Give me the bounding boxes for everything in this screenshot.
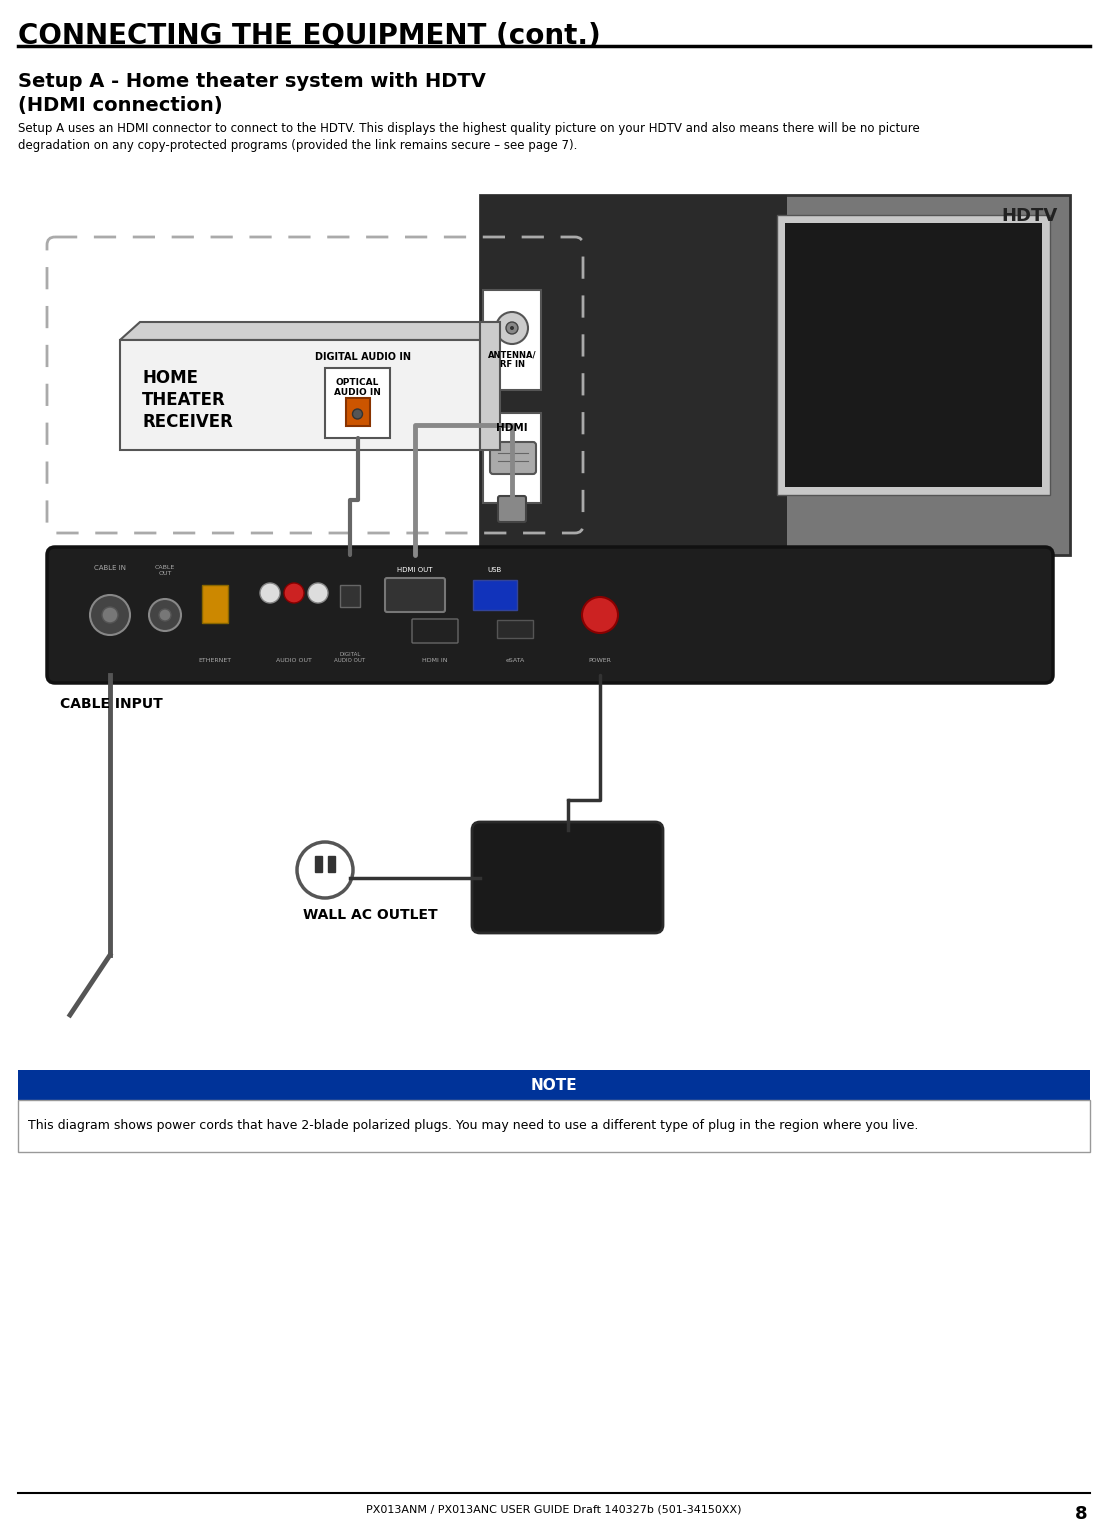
Bar — [480, 195, 787, 556]
Circle shape — [582, 597, 618, 633]
FancyBboxPatch shape — [46, 546, 1053, 683]
Bar — [328, 855, 335, 872]
Circle shape — [297, 842, 353, 898]
Text: This diagram shows power cords that have 2-blade polarized plugs. You may need t: This diagram shows power cords that have… — [28, 1120, 919, 1132]
FancyBboxPatch shape — [472, 822, 663, 933]
Text: CABLE IN: CABLE IN — [94, 565, 126, 571]
Circle shape — [260, 583, 280, 603]
Text: DIGITAL
AUDIO OUT: DIGITAL AUDIO OUT — [334, 653, 365, 664]
Text: CABLE
OUT: CABLE OUT — [155, 565, 175, 575]
Bar — [18, 1070, 1090, 1100]
FancyBboxPatch shape — [498, 496, 526, 522]
Circle shape — [284, 583, 304, 603]
Bar — [497, 619, 532, 638]
Text: POWER: POWER — [589, 658, 611, 664]
Bar — [785, 224, 1042, 487]
Circle shape — [159, 609, 170, 621]
Text: OPTICAL
AUDIO IN: OPTICAL AUDIO IN — [334, 377, 381, 397]
Text: ANTENNA/
RF IN: ANTENNA/ RF IN — [488, 350, 536, 370]
Text: Setup A uses an HDMI connector to connect to the HDTV. This displays the highest: Setup A uses an HDMI connector to connec… — [18, 122, 920, 152]
Circle shape — [149, 600, 182, 632]
Bar — [810, 556, 881, 577]
Text: HOME
THEATER
RECEIVER: HOME THEATER RECEIVER — [142, 368, 232, 431]
Bar — [340, 584, 360, 607]
Text: eSATA: eSATA — [506, 658, 525, 664]
Bar — [473, 580, 517, 610]
Circle shape — [496, 312, 528, 344]
Bar — [201, 584, 228, 622]
Text: ETHERNET: ETHERNET — [198, 658, 231, 664]
Text: Setup A - Home theater system with HDTV: Setup A - Home theater system with HDTV — [18, 72, 486, 91]
Text: (HDMI connection): (HDMI connection) — [18, 96, 223, 116]
Bar — [345, 397, 370, 426]
Bar — [315, 855, 322, 872]
Bar — [325, 368, 390, 438]
Polygon shape — [120, 323, 500, 339]
Text: USB: USB — [488, 568, 503, 572]
FancyBboxPatch shape — [412, 619, 458, 642]
Circle shape — [308, 583, 328, 603]
Circle shape — [510, 326, 514, 330]
Text: PX013ANM / PX013ANC USER GUIDE Draft 140327b (501-34150XX): PX013ANM / PX013ANC USER GUIDE Draft 140… — [366, 1505, 742, 1514]
Text: WALL AC OUTLET: WALL AC OUTLET — [302, 909, 437, 922]
Circle shape — [352, 409, 362, 419]
Text: HDMI: HDMI — [496, 423, 528, 432]
Text: AUDIO OUT: AUDIO OUT — [276, 658, 312, 664]
Text: 8: 8 — [1075, 1505, 1088, 1522]
Circle shape — [506, 323, 518, 333]
Text: HDMI OUT: HDMI OUT — [397, 568, 433, 572]
Bar — [483, 291, 541, 390]
Text: HDMI IN: HDMI IN — [422, 658, 447, 664]
Text: CABLE INPUT: CABLE INPUT — [60, 697, 163, 711]
Text: NOTE: NOTE — [530, 1078, 578, 1093]
Polygon shape — [480, 323, 500, 451]
Text: CONNECTING THE EQUIPMENT (cont.): CONNECTING THE EQUIPMENT (cont.) — [18, 21, 601, 50]
Bar — [18, 1100, 1090, 1152]
Bar — [483, 412, 541, 502]
FancyBboxPatch shape — [385, 578, 445, 612]
Bar — [480, 195, 1070, 556]
Text: DIGITAL AUDIO IN: DIGITAL AUDIO IN — [315, 352, 411, 362]
Circle shape — [90, 595, 130, 635]
Bar — [120, 339, 480, 451]
Bar — [777, 215, 1051, 495]
Text: HDTV: HDTV — [1002, 207, 1058, 225]
Bar — [786, 577, 906, 589]
FancyBboxPatch shape — [490, 441, 536, 473]
Circle shape — [102, 607, 118, 622]
